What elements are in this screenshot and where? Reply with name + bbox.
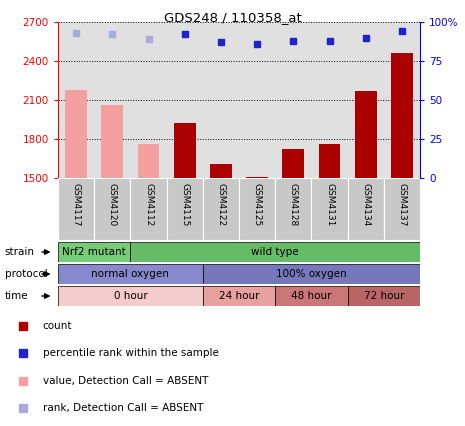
Text: count: count	[43, 321, 72, 331]
Bar	[203, 264, 420, 284]
Bar	[203, 178, 239, 240]
Bar	[65, 90, 87, 178]
Bar	[138, 144, 159, 178]
Text: 100% oxygen: 100% oxygen	[276, 269, 347, 279]
Bar	[319, 144, 340, 178]
Text: 72 hour: 72 hour	[364, 291, 404, 301]
Bar	[210, 164, 232, 178]
Bar	[384, 178, 420, 240]
Text: GSM4128: GSM4128	[289, 183, 298, 226]
Bar	[348, 178, 384, 240]
Text: GSM4131: GSM4131	[325, 183, 334, 226]
Bar	[166, 178, 203, 240]
Text: percentile rank within the sample: percentile rank within the sample	[43, 348, 219, 358]
Text: 24 hour: 24 hour	[219, 291, 259, 301]
Bar	[282, 150, 304, 178]
Bar	[130, 242, 420, 262]
Text: normal oxygen: normal oxygen	[92, 269, 169, 279]
Text: Nrf2 mutant: Nrf2 mutant	[62, 247, 126, 257]
Text: value, Detection Call = ABSENT: value, Detection Call = ABSENT	[43, 376, 208, 386]
Text: GSM4134: GSM4134	[361, 183, 370, 226]
Text: GSM4137: GSM4137	[398, 183, 406, 226]
Text: 48 hour: 48 hour	[291, 291, 332, 301]
Text: protocol: protocol	[5, 269, 47, 279]
Text: GSM4122: GSM4122	[216, 183, 226, 226]
Text: time: time	[5, 291, 28, 301]
Bar	[58, 286, 203, 306]
Text: GSM4115: GSM4115	[180, 183, 189, 226]
Bar	[312, 178, 348, 240]
Bar	[246, 177, 268, 178]
Text: 0 hour: 0 hour	[113, 291, 147, 301]
Bar	[203, 286, 275, 306]
Text: wild type: wild type	[252, 247, 299, 257]
Bar	[275, 178, 312, 240]
Bar	[58, 242, 130, 262]
Bar	[174, 124, 196, 178]
Bar	[239, 178, 275, 240]
Text: rank, Detection Call = ABSENT: rank, Detection Call = ABSENT	[43, 403, 203, 413]
Text: strain: strain	[5, 247, 35, 257]
Text: GSM4112: GSM4112	[144, 183, 153, 226]
Text: GSM4120: GSM4120	[108, 183, 117, 226]
Bar	[355, 91, 377, 178]
Bar	[101, 104, 123, 178]
Text: GDS248 / 110358_at: GDS248 / 110358_at	[164, 11, 301, 24]
Bar	[348, 286, 420, 306]
Bar	[130, 178, 166, 240]
Bar	[275, 286, 348, 306]
Bar	[58, 264, 203, 284]
Bar	[94, 178, 130, 240]
Text: GSM4125: GSM4125	[252, 183, 262, 226]
Bar	[58, 178, 94, 240]
Text: GSM4117: GSM4117	[72, 183, 80, 226]
Bar	[391, 53, 413, 178]
